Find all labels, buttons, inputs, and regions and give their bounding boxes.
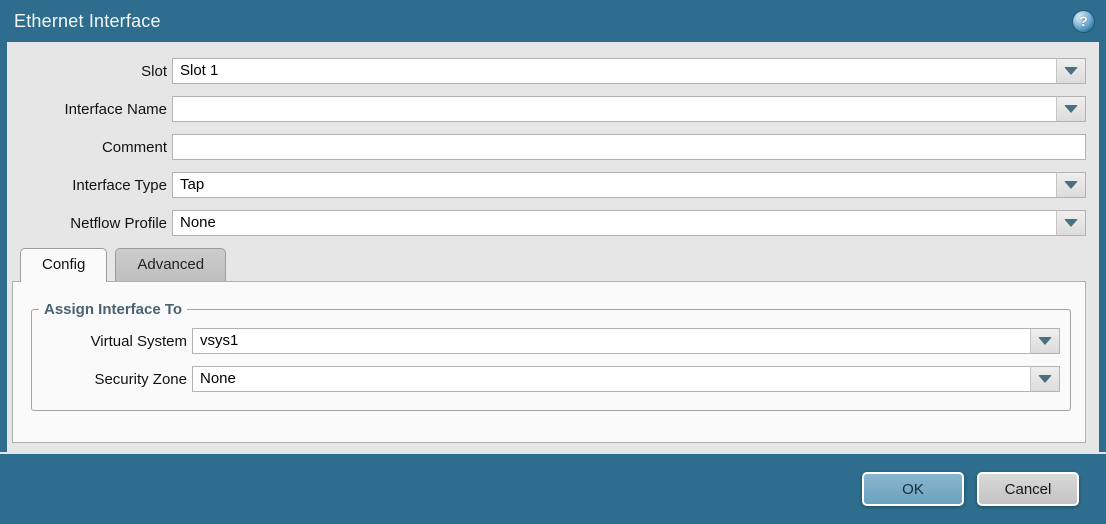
security-zone-dropdown[interactable]: None bbox=[192, 366, 1060, 392]
slot-dropdown-button[interactable] bbox=[1056, 58, 1086, 84]
config-tab-panel: Assign Interface To Virtual System vsys1… bbox=[12, 281, 1086, 443]
form-row-slot: Slot Slot 1 bbox=[7, 58, 1086, 84]
interface-name-label: Interface Name bbox=[64, 100, 167, 118]
interface-type-dropdown-value: Tap bbox=[172, 172, 1057, 198]
virtual-system-dropdown-button[interactable] bbox=[1030, 328, 1060, 354]
chevron-down-icon bbox=[1038, 337, 1052, 345]
virtual-system-dropdown-value: vsys1 bbox=[192, 328, 1031, 354]
chevron-down-icon bbox=[1064, 105, 1078, 113]
dialog-title: Ethernet Interface bbox=[14, 10, 161, 31]
assign-interface-to-group: Assign Interface To Virtual System vsys1… bbox=[31, 301, 1071, 411]
netflow-profile-dropdown[interactable]: None bbox=[172, 210, 1086, 236]
form-row-netflow-profile: Netflow Profile None bbox=[7, 210, 1086, 236]
help-icon[interactable]: ? bbox=[1073, 10, 1094, 32]
slot-dropdown-value: Slot 1 bbox=[172, 58, 1057, 84]
interface-type-dropdown-button[interactable] bbox=[1056, 172, 1086, 198]
security-zone-dropdown-value: None bbox=[192, 366, 1031, 392]
chevron-down-icon bbox=[1038, 375, 1052, 383]
virtual-system-dropdown[interactable]: vsys1 bbox=[192, 328, 1060, 354]
interface-name-dropdown-button[interactable] bbox=[1056, 96, 1086, 122]
slot-label: Slot bbox=[141, 62, 167, 80]
form-row-virtual-system: Virtual System vsys1 bbox=[32, 328, 1060, 354]
comment-label: Comment bbox=[101, 138, 167, 156]
interface-type-label: Interface Type bbox=[72, 176, 167, 194]
dialog-body: Slot Slot 1 Interface Name Comment Inter… bbox=[0, 42, 1106, 452]
form-row-security-zone: Security Zone None bbox=[32, 366, 1060, 392]
netflow-profile-dropdown-button[interactable] bbox=[1056, 210, 1086, 236]
chevron-down-icon bbox=[1064, 181, 1078, 189]
interface-type-dropdown[interactable]: Tap bbox=[172, 172, 1086, 198]
tab-bar: Config Advanced bbox=[20, 248, 1099, 282]
chevron-down-icon bbox=[1064, 219, 1078, 227]
assign-interface-to-legend: Assign Interface To bbox=[44, 301, 183, 318]
dialog-footer: OK Cancel bbox=[0, 452, 1106, 524]
security-zone-label: Security Zone bbox=[94, 370, 187, 388]
comment-input[interactable] bbox=[172, 134, 1086, 160]
netflow-profile-dropdown-value: None bbox=[172, 210, 1057, 236]
interface-name-dropdown-value bbox=[172, 96, 1057, 122]
cancel-button[interactable]: Cancel bbox=[977, 472, 1079, 506]
ok-button[interactable]: OK bbox=[862, 472, 964, 506]
tab-config[interactable]: Config bbox=[20, 248, 108, 282]
netflow-profile-label: Netflow Profile bbox=[70, 214, 167, 232]
tab-advanced[interactable]: Advanced bbox=[115, 248, 227, 281]
security-zone-dropdown-button[interactable] bbox=[1030, 366, 1060, 392]
chevron-down-icon bbox=[1064, 67, 1078, 75]
interface-name-dropdown[interactable] bbox=[172, 96, 1086, 122]
slot-dropdown[interactable]: Slot 1 bbox=[172, 58, 1086, 84]
form-row-interface-type: Interface Type Tap bbox=[7, 172, 1086, 198]
form-row-interface-name: Interface Name bbox=[7, 96, 1086, 122]
virtual-system-label: Virtual System bbox=[90, 332, 187, 350]
form-row-comment: Comment bbox=[7, 134, 1086, 160]
dialog-titlebar: Ethernet Interface ? bbox=[0, 0, 1106, 42]
